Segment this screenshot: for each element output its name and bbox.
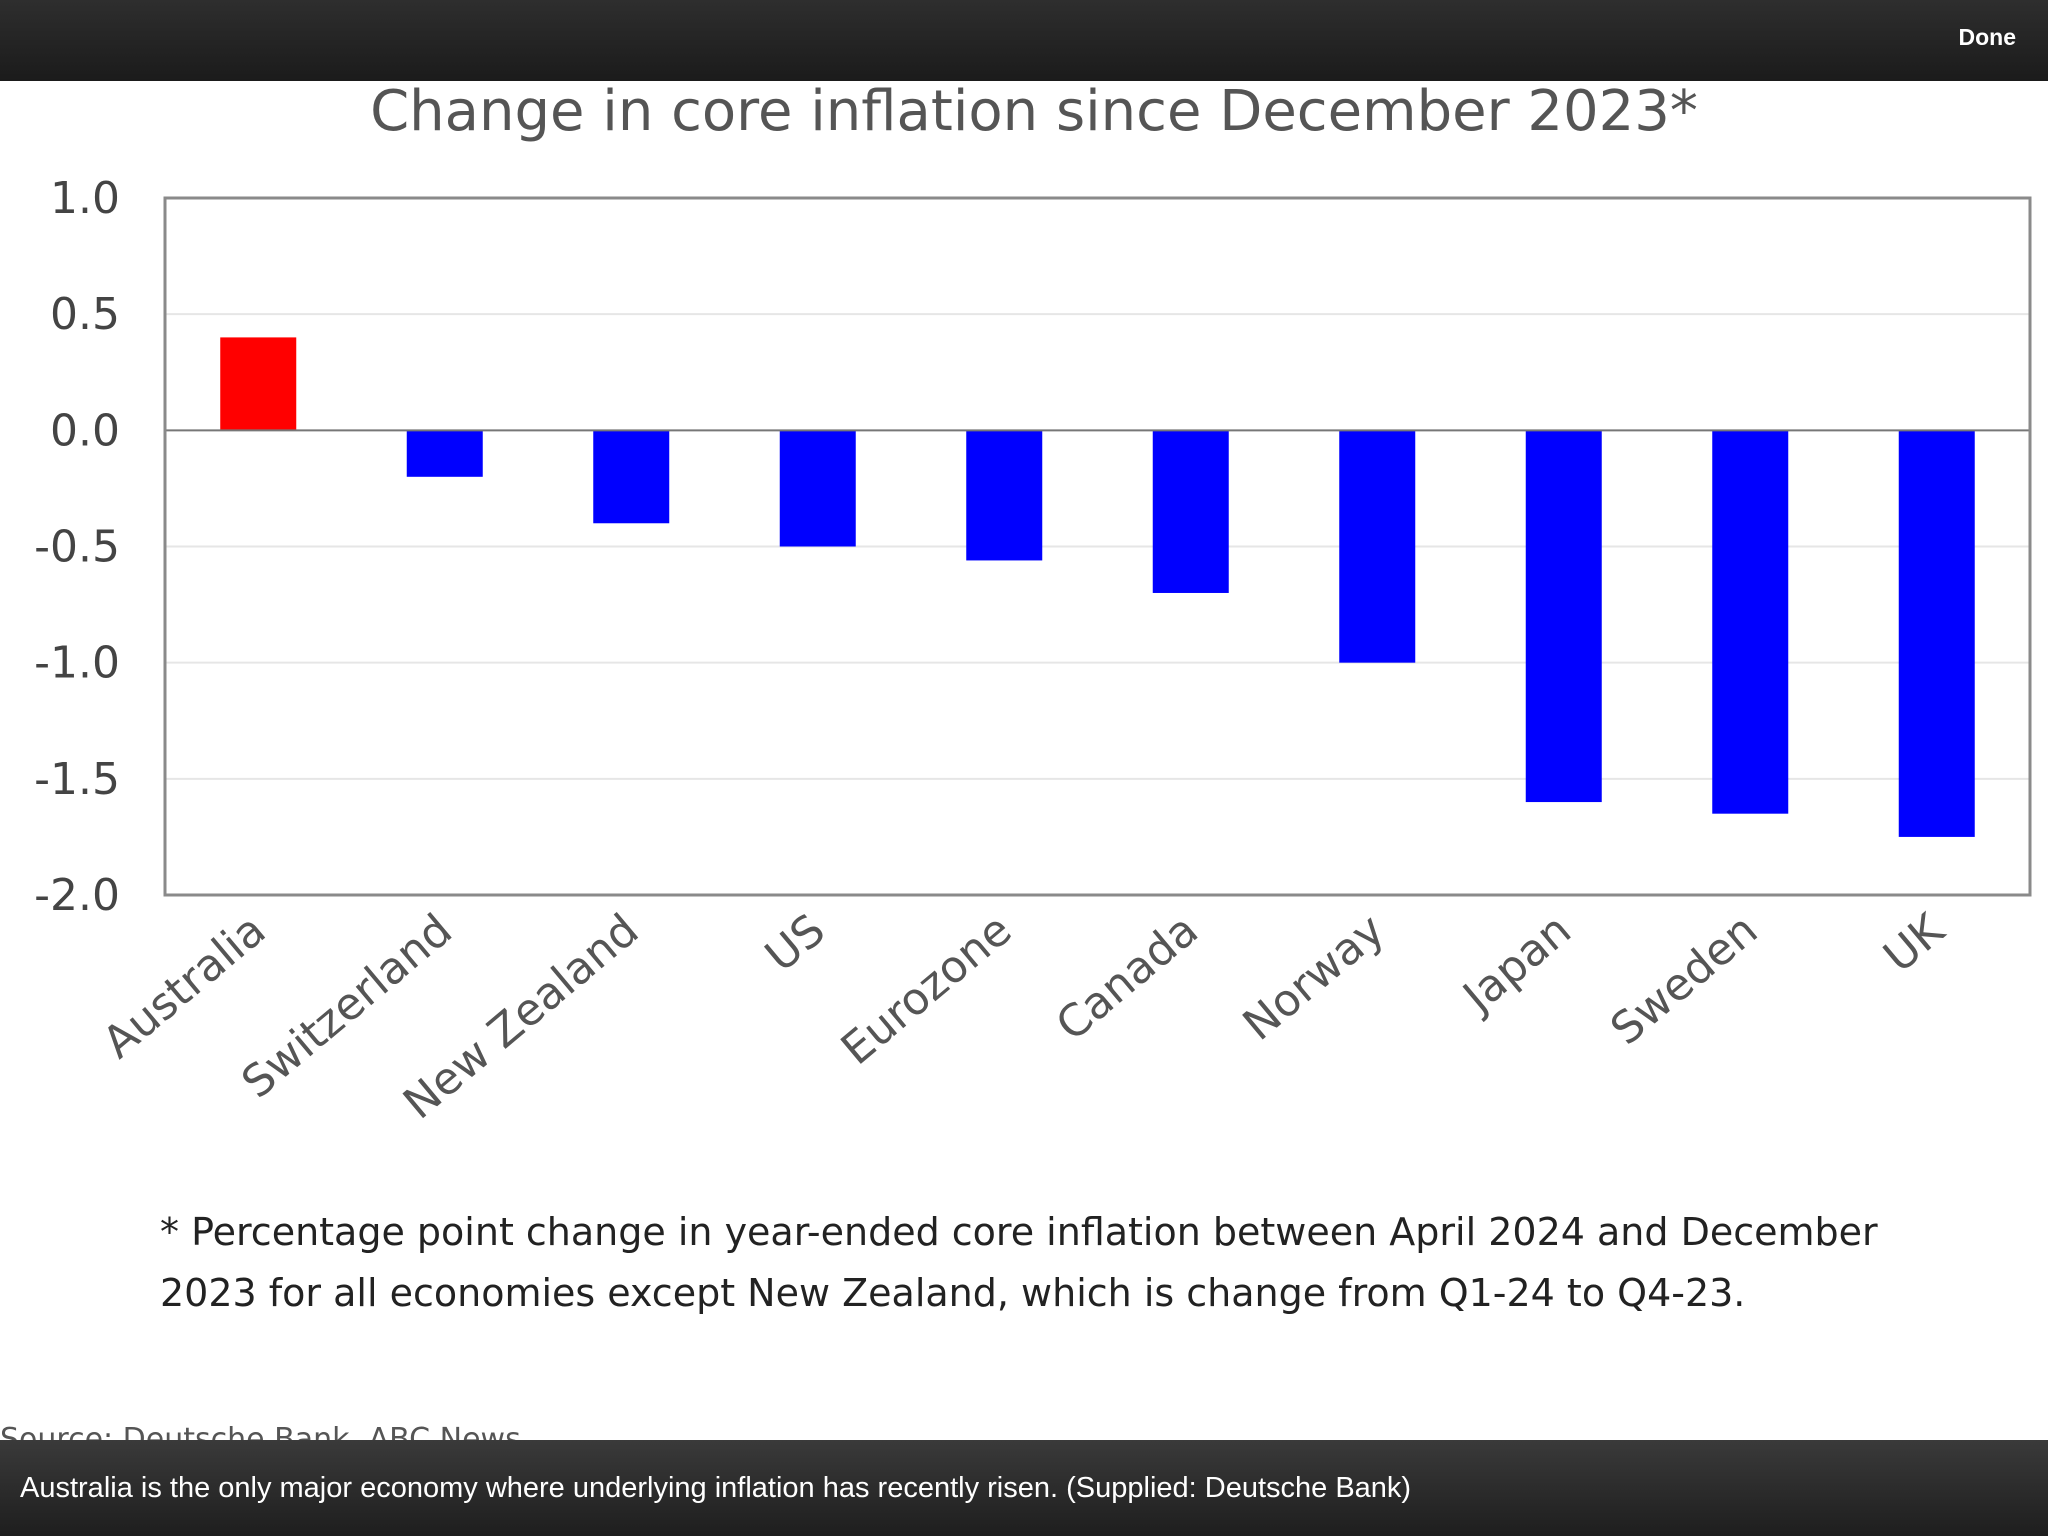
- bar-norway: [1339, 430, 1416, 663]
- y-tick-label: 0.5: [50, 289, 120, 340]
- x-category-label: US: [756, 904, 835, 982]
- image-caption: Australia is the only major economy wher…: [20, 1472, 1412, 1504]
- done-button[interactable]: Done: [1958, 24, 2017, 50]
- y-tick-label: 0.0: [50, 405, 120, 456]
- x-category-label: Canada: [1047, 904, 1208, 1051]
- bar-us: [779, 430, 856, 547]
- bar-uk: [1898, 430, 1975, 837]
- y-axis-ticks: 1.0 0.5 0.0 -0.5 -1.0 -1.5 -2.0: [34, 173, 120, 921]
- bar-australia: [220, 337, 297, 431]
- chart: Change in core inflation since December …: [34, 81, 2032, 1130]
- x-category-label: Norway: [1234, 904, 1395, 1050]
- bar-canada: [1152, 430, 1229, 593]
- x-category-label: Australia: [93, 904, 275, 1068]
- chart-footnote: * Percentage point change in year-ended …: [160, 1210, 1878, 1315]
- bar-switzerland: [406, 430, 483, 477]
- chart-axes: [163, 196, 2032, 897]
- top-toolbar: Done: [0, 0, 2048, 81]
- caption-bar: Australia is the only major economy wher…: [0, 1440, 2048, 1536]
- y-tick-label: -0.5: [34, 522, 120, 573]
- chart-bars: [220, 337, 1975, 837]
- bar-japan: [1525, 430, 1602, 803]
- y-tick-label: -2.0: [34, 870, 120, 921]
- x-category-label: Sweden: [1601, 904, 1767, 1055]
- x-category-label: Japan: [1452, 904, 1581, 1024]
- y-tick-label: 1.0: [50, 173, 120, 224]
- y-tick-label: -1.5: [34, 754, 120, 805]
- x-category-label: Eurozone: [832, 904, 1022, 1075]
- chart-title: Change in core inflation since December …: [370, 81, 1698, 144]
- y-tick-label: -1.0: [34, 638, 120, 689]
- bar-new-zealand: [593, 430, 670, 524]
- bar-sweden: [1712, 430, 1789, 814]
- bar-eurozone: [966, 430, 1043, 561]
- plot-frame: [163, 196, 2032, 897]
- x-category-label: UK: [1874, 904, 1954, 983]
